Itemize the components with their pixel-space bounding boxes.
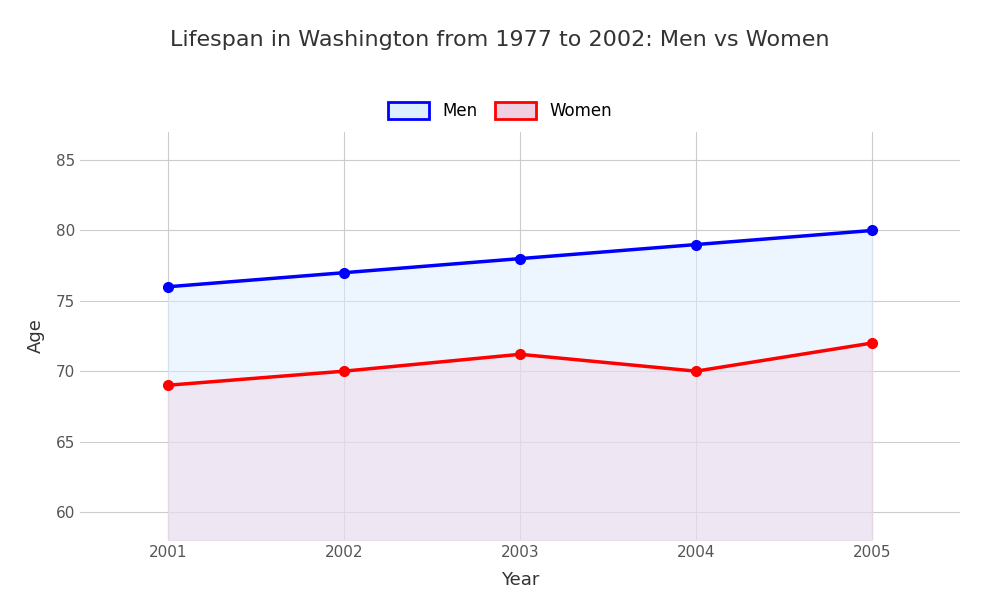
- Text: Lifespan in Washington from 1977 to 2002: Men vs Women: Lifespan in Washington from 1977 to 2002…: [170, 30, 830, 50]
- X-axis label: Year: Year: [501, 571, 539, 589]
- Y-axis label: Age: Age: [27, 319, 45, 353]
- Legend: Men, Women: Men, Women: [381, 95, 619, 127]
